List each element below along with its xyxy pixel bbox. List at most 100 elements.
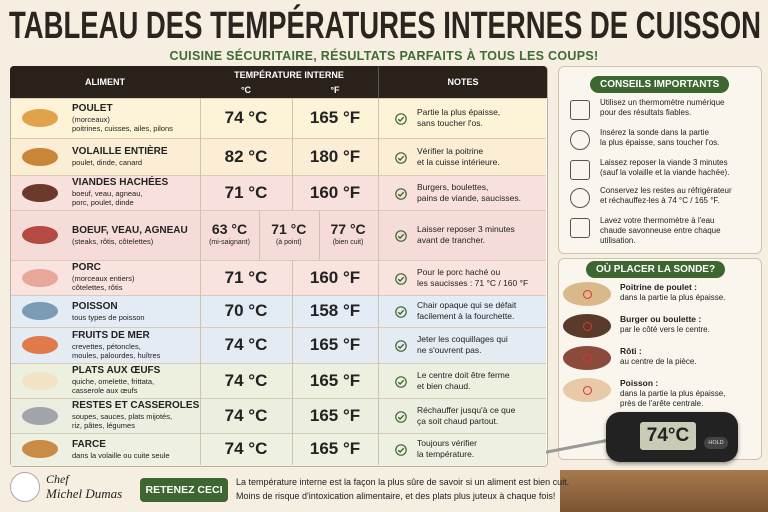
food-detail: porc, poulet, dinde bbox=[72, 198, 134, 208]
note: ça soit chaud partout. bbox=[417, 415, 499, 426]
check-icon bbox=[395, 375, 407, 388]
note: et bien chaud. bbox=[417, 380, 471, 391]
temp-c: 70 °C bbox=[224, 301, 268, 320]
temp-f: 160 °F bbox=[309, 267, 361, 287]
divider bbox=[292, 327, 293, 363]
tip-text: pour des résultats fiables. bbox=[600, 108, 692, 117]
tip-icon bbox=[570, 130, 590, 150]
divider bbox=[200, 363, 201, 398]
row bbox=[11, 260, 546, 296]
temp-c: 74 °C bbox=[224, 108, 268, 127]
food-icon bbox=[22, 336, 58, 354]
divider bbox=[200, 260, 201, 295]
probe-target bbox=[583, 386, 592, 395]
check-icon bbox=[395, 229, 407, 242]
food-name: POISSON bbox=[72, 300, 118, 312]
row bbox=[11, 363, 546, 399]
divider bbox=[200, 138, 201, 175]
divider bbox=[378, 260, 379, 295]
temp-label: (bien cuit) bbox=[332, 239, 364, 246]
temp-f: 160 °F bbox=[309, 182, 361, 202]
food-detail: dans la volaille ou cuite seule bbox=[72, 450, 170, 460]
check-icon bbox=[395, 410, 407, 423]
check-icon bbox=[395, 339, 407, 352]
temp-c: 71 °C bbox=[224, 182, 268, 202]
divider bbox=[200, 210, 201, 260]
food-name: POULET bbox=[72, 102, 113, 114]
tip-text: utilisation. bbox=[600, 236, 636, 245]
divider bbox=[259, 210, 261, 260]
food-detail: casserole aux œufs bbox=[72, 386, 138, 396]
check-icon bbox=[395, 272, 407, 285]
note: Toujours vérifier bbox=[417, 438, 477, 448]
note: Réchauffer jusqu'à ce que bbox=[417, 404, 516, 415]
note: Le centre doit être ferme bbox=[417, 369, 510, 380]
divider bbox=[200, 433, 201, 465]
header-c: °C bbox=[200, 82, 293, 98]
temp-f: 180 °F bbox=[309, 146, 361, 166]
footer-text: La température interne est la façon la p… bbox=[236, 477, 570, 487]
probe-target bbox=[583, 290, 592, 299]
divider bbox=[292, 433, 293, 465]
probe-label: Poitrine de poulet : bbox=[620, 282, 697, 292]
note: la température. bbox=[417, 449, 475, 459]
probe-label: Poisson : bbox=[620, 378, 659, 388]
header-food: ALIMENT bbox=[10, 66, 200, 98]
note: Jeter les coquillages qui bbox=[417, 334, 508, 344]
row bbox=[11, 138, 546, 176]
divider bbox=[378, 295, 379, 327]
cutting-board bbox=[560, 470, 768, 512]
check-icon bbox=[395, 187, 407, 200]
check-icon bbox=[395, 112, 407, 125]
note: Pour le porc haché ou bbox=[417, 266, 501, 277]
probe-text: par le côté vers le centre. bbox=[620, 325, 710, 334]
probe-label: Rôti : bbox=[620, 346, 642, 356]
subtitle: CUISINE SÉCURITAIRE, RÉSULTATS PARFAITS … bbox=[169, 49, 599, 63]
probe-label: Burger ou boulette : bbox=[620, 314, 702, 324]
row bbox=[11, 98, 546, 139]
tip-text: et réchauffez-les à 74 °C / 165 °F. bbox=[600, 196, 720, 205]
food-icon bbox=[22, 371, 58, 390]
temp: 77 °C bbox=[330, 221, 366, 237]
divider bbox=[292, 398, 293, 433]
note: les saucisses : 71 °C / 160 °F bbox=[417, 277, 529, 288]
food-name: FRUITS DE MER bbox=[72, 329, 150, 341]
tip-text: Laissez reposer la viande 3 minutes bbox=[600, 158, 728, 167]
divider bbox=[292, 363, 293, 398]
note: et la cuisse intérieure. bbox=[417, 156, 500, 167]
divider bbox=[292, 138, 293, 175]
food-detail: poitrines, cuisses, ailes, pilons bbox=[72, 123, 173, 133]
food-icon bbox=[22, 226, 58, 244]
note: Chair opaque qui se défait bbox=[417, 300, 517, 310]
note: Partie la plus épaisse, bbox=[417, 107, 501, 117]
brand-line: Chef bbox=[46, 472, 69, 486]
divider bbox=[292, 175, 293, 210]
row bbox=[11, 398, 546, 434]
food-name: PLATS AUX ŒUFS bbox=[72, 365, 161, 377]
probe-text: dans la partie la plus épaisse, bbox=[620, 389, 726, 398]
divider bbox=[200, 295, 201, 327]
divider bbox=[378, 327, 379, 363]
temp-f: 165 °F bbox=[309, 405, 361, 425]
tip-icon bbox=[570, 188, 590, 208]
food-detail: (morceaux entiers) bbox=[72, 274, 135, 284]
note: avant de trancher. bbox=[417, 235, 486, 245]
divider bbox=[378, 175, 379, 210]
probe-target bbox=[583, 322, 592, 331]
thermometer-display: 74°C bbox=[640, 422, 696, 450]
header-notes: NOTES bbox=[378, 66, 547, 98]
row bbox=[11, 210, 546, 261]
tip-text: Utilisez un thermomètre numérique bbox=[600, 98, 725, 107]
row bbox=[11, 327, 546, 364]
row bbox=[11, 175, 546, 211]
temp-c: 74 °C bbox=[224, 405, 268, 425]
tip-text: chaude savonneuse entre chaque bbox=[600, 226, 721, 235]
temp-f: 165 °F bbox=[309, 439, 361, 458]
temp-f: 165 °F bbox=[309, 370, 361, 390]
divider bbox=[292, 98, 293, 138]
food-detail: tous types de poisson bbox=[72, 312, 145, 322]
food-name: VOLAILLE ENTIÈRE bbox=[72, 146, 168, 157]
header-f: °F bbox=[292, 82, 378, 98]
food-icon bbox=[22, 109, 58, 127]
